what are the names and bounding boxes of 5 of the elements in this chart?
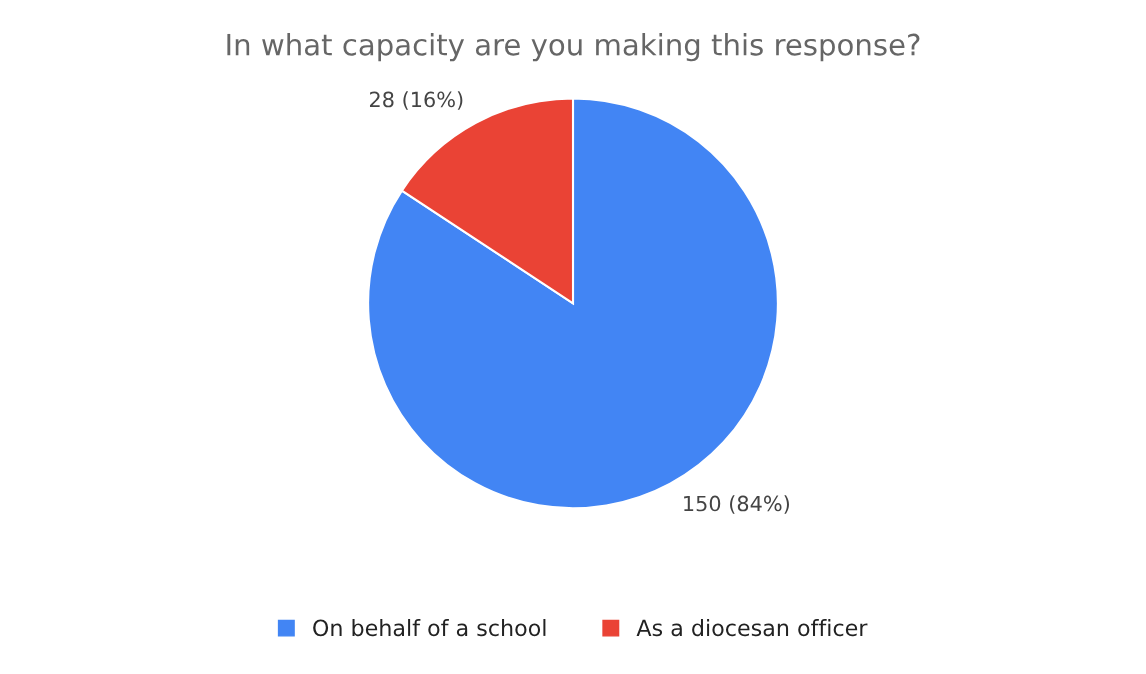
chart-title: In what capacity are you making this response? (227, 33, 920, 62)
legend-label: As a diocesan officer (636, 619, 868, 637)
data-label: 28 (16%) (369, 91, 463, 110)
data-label: 150 (84%) (684, 495, 789, 514)
legend-label: On behalf of a school (313, 619, 546, 637)
